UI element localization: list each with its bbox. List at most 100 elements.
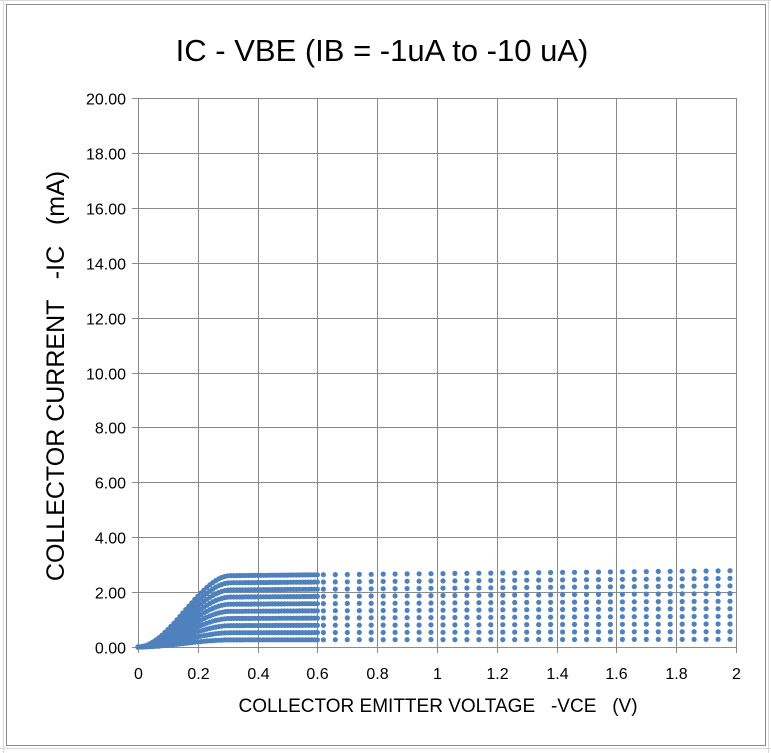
data-point xyxy=(392,593,398,599)
data-point xyxy=(404,578,410,584)
data-points xyxy=(135,568,733,650)
chart-title: IC - VBE (IB = -1uA to -10 uA) xyxy=(176,33,589,68)
data-point xyxy=(180,610,186,616)
data-point xyxy=(715,583,721,589)
data-point xyxy=(440,585,446,591)
data-point xyxy=(476,622,482,628)
data-point xyxy=(583,629,590,635)
data-point xyxy=(643,621,649,627)
data-point xyxy=(344,629,350,636)
data-point xyxy=(655,636,661,643)
data-point xyxy=(536,599,542,605)
data-point xyxy=(416,622,422,628)
data-point xyxy=(512,614,518,620)
data-point xyxy=(571,592,578,598)
data-point xyxy=(703,583,709,589)
data-point xyxy=(452,622,458,628)
data-point xyxy=(476,607,482,613)
data-point xyxy=(595,621,602,628)
data-point xyxy=(655,629,661,635)
data-point xyxy=(571,577,578,583)
data-point xyxy=(356,637,362,643)
data-point xyxy=(583,636,590,643)
data-point xyxy=(392,578,398,584)
data-point xyxy=(655,583,661,590)
data-point xyxy=(332,629,338,636)
data-point xyxy=(715,606,721,612)
data-point xyxy=(595,629,602,635)
chart-container[interactable]: 0.00 2.00 4.00 6.00 8.00 10.00 12.00 14.00 16.00… xyxy=(6,4,766,746)
x-tick-label: 1.2 xyxy=(486,666,508,683)
data-point xyxy=(595,599,602,605)
x-tick-label: 1.8 xyxy=(665,666,687,683)
data-point xyxy=(452,570,458,577)
data-point xyxy=(512,592,518,598)
data-point xyxy=(500,637,506,643)
data-point xyxy=(332,572,338,578)
data-point xyxy=(332,622,338,628)
data-point xyxy=(571,599,578,605)
data-point xyxy=(416,629,422,635)
data-point xyxy=(368,608,374,614)
y-tick-label: 0.00 xyxy=(95,641,126,658)
data-point xyxy=(512,637,518,643)
data-point xyxy=(344,593,350,599)
data-point xyxy=(440,629,446,635)
data-point xyxy=(428,607,434,613)
data-point xyxy=(583,569,590,575)
data-point xyxy=(500,629,506,635)
data-point xyxy=(344,579,350,585)
data-point xyxy=(583,599,590,605)
data-point xyxy=(691,613,697,620)
x-axis-label: COLLECTOR EMITTER VOLTAGE -VCE (V) xyxy=(238,696,637,717)
data-point xyxy=(583,577,590,583)
data-point xyxy=(440,571,446,577)
data-point xyxy=(500,577,506,584)
data-point xyxy=(524,629,530,635)
data-point xyxy=(655,606,661,612)
data-point xyxy=(703,568,709,574)
data-point xyxy=(416,593,422,599)
data-point xyxy=(368,637,374,643)
data-point xyxy=(392,586,398,592)
data-point xyxy=(655,621,661,627)
data-point xyxy=(368,571,374,577)
data-point xyxy=(404,615,410,621)
data-point xyxy=(476,600,482,606)
data-point xyxy=(727,621,733,627)
data-point xyxy=(476,585,482,591)
x-tick-label: 2 xyxy=(732,666,741,683)
data-point xyxy=(560,584,566,590)
data-point xyxy=(583,614,590,620)
data-point xyxy=(488,637,494,643)
data-point xyxy=(560,614,566,620)
data-point xyxy=(727,606,733,612)
data-point xyxy=(452,629,458,635)
data-point xyxy=(667,606,673,612)
x-tick-label: 0.6 xyxy=(306,666,328,683)
y-tick-label: 12.00 xyxy=(86,312,126,329)
data-point xyxy=(314,579,320,585)
data-point xyxy=(512,585,518,591)
data-point xyxy=(380,571,386,577)
data-point xyxy=(571,636,578,643)
data-point xyxy=(344,608,350,614)
y-tick-label: 10.00 xyxy=(86,367,126,384)
data-point xyxy=(524,592,530,598)
data-point xyxy=(560,636,566,643)
data-point xyxy=(440,607,446,613)
data-point xyxy=(320,601,326,607)
data-point xyxy=(174,617,180,623)
x-axis-ticks: 0 0.2 0.4 0.6 0.8 1 1.2 1.4 1.6 1.8 2 xyxy=(134,666,741,683)
data-point xyxy=(595,569,602,575)
data-point xyxy=(464,592,470,599)
data-point xyxy=(631,576,637,582)
data-point xyxy=(512,629,518,635)
data-point xyxy=(452,637,458,643)
data-point xyxy=(619,591,626,597)
data-point xyxy=(560,569,566,576)
data-point xyxy=(727,568,733,574)
x-tick-label: 1.4 xyxy=(546,666,568,683)
data-point xyxy=(727,598,733,604)
